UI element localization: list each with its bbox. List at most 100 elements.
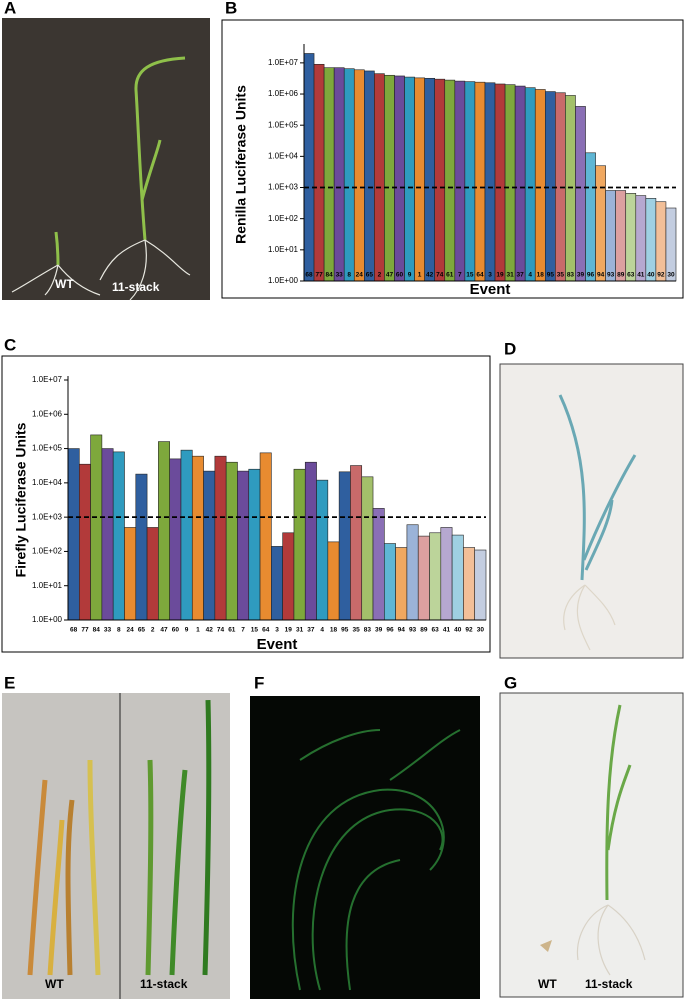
x-tick-label: 68 [70, 627, 78, 634]
bar [374, 73, 385, 282]
bar [424, 77, 436, 282]
bar [534, 89, 546, 282]
y-tick-label: 1.0E+01 [268, 245, 299, 254]
x-tick-label: 64 [476, 272, 484, 279]
bar [429, 532, 442, 621]
panel-label: E [4, 673, 15, 692]
x-tick-label: 63 [432, 627, 440, 634]
photo-text: WT [45, 977, 64, 991]
bar [112, 451, 125, 621]
x-tick-label: 94 [398, 627, 406, 634]
plant [605, 704, 632, 901]
photo-text: 11-stack [112, 280, 160, 294]
x-tick-label: 63 [627, 272, 635, 279]
bar [180, 449, 193, 621]
x-tick-label: 65 [138, 627, 146, 634]
y-axis-label: Renilla Luciferase Units [233, 85, 249, 244]
bar [394, 75, 405, 282]
bar [338, 471, 351, 621]
bar [304, 461, 317, 621]
bar [78, 463, 91, 621]
x-tick-label: 7 [241, 627, 245, 634]
x-tick-label: 9 [185, 627, 189, 634]
bar [316, 479, 329, 621]
bar [361, 476, 374, 621]
x-tick-label: 2 [151, 627, 155, 634]
y-tick-label: 1.0E+02 [268, 214, 299, 223]
bar [625, 193, 637, 282]
y-tick-label: 1.0E+03 [268, 183, 299, 192]
y-tick-label: 1.0E+04 [32, 478, 63, 487]
bar [124, 527, 137, 621]
bar [203, 470, 216, 621]
x-tick-label: 60 [172, 627, 180, 634]
x-tick-label: 95 [547, 272, 555, 279]
x-tick-label: 35 [557, 272, 565, 279]
x-tick-label: 93 [607, 272, 615, 279]
photo-text: WT [538, 977, 557, 991]
bar [271, 546, 283, 621]
photo-text: 11-stack [585, 977, 633, 991]
photo-g [499, 692, 684, 998]
bar [293, 468, 306, 621]
x-tick-label: 37 [307, 627, 315, 634]
bar [333, 67, 345, 282]
x-tick-label: 37 [517, 272, 525, 279]
bar [237, 470, 250, 621]
bar [655, 201, 667, 282]
bar [353, 69, 365, 282]
x-tick-label: 2 [378, 272, 382, 279]
roots [11, 239, 191, 301]
bar [494, 83, 506, 282]
bar [225, 461, 238, 621]
bar [451, 534, 464, 621]
bar [404, 76, 415, 282]
bar [575, 106, 586, 282]
x-tick-label: 47 [386, 272, 394, 279]
x-tick-label: 93 [409, 627, 417, 634]
x-tick-label: 8 [117, 627, 121, 634]
bar [395, 547, 408, 621]
bar [434, 78, 446, 282]
roots [563, 584, 616, 651]
x-tick-label: 35 [352, 627, 360, 634]
x-tick-label: 84 [93, 627, 101, 634]
y-axis-label: Firefly Luciferase Units [13, 422, 29, 577]
panel-label: C [4, 335, 16, 354]
x-tick-label: 92 [465, 627, 473, 634]
bar [645, 198, 657, 282]
bar [440, 527, 453, 621]
bar [343, 68, 355, 282]
panel-label: B [225, 0, 237, 17]
x-tick-label: 33 [336, 272, 344, 279]
bar [665, 207, 677, 282]
bar [259, 452, 272, 621]
bar [191, 455, 204, 621]
y-tick-label: 1.0E+06 [268, 89, 299, 98]
bar [67, 448, 80, 621]
bar [214, 455, 227, 621]
bar [146, 527, 159, 621]
x-tick-label: 33 [104, 627, 112, 634]
y-tick-label: 1.0E+05 [268, 120, 299, 129]
bar [595, 165, 606, 282]
bar [444, 79, 456, 282]
x-tick-label: 1 [196, 627, 200, 634]
x-tick-label: 92 [657, 272, 665, 279]
bar [384, 543, 396, 621]
bar [158, 441, 170, 621]
bar [463, 547, 476, 621]
bar [323, 67, 335, 282]
x-tick-label: 18 [330, 627, 338, 634]
panel-label: D [504, 339, 516, 358]
bar [169, 458, 182, 621]
bar [484, 82, 496, 282]
x-tick-label: 42 [426, 272, 434, 279]
bar [615, 190, 627, 282]
photo-text: WT [55, 277, 74, 291]
bar [406, 524, 419, 621]
bar [90, 434, 103, 621]
x-tick-label: 77 [81, 627, 89, 634]
x-tick-label: 15 [466, 272, 474, 279]
